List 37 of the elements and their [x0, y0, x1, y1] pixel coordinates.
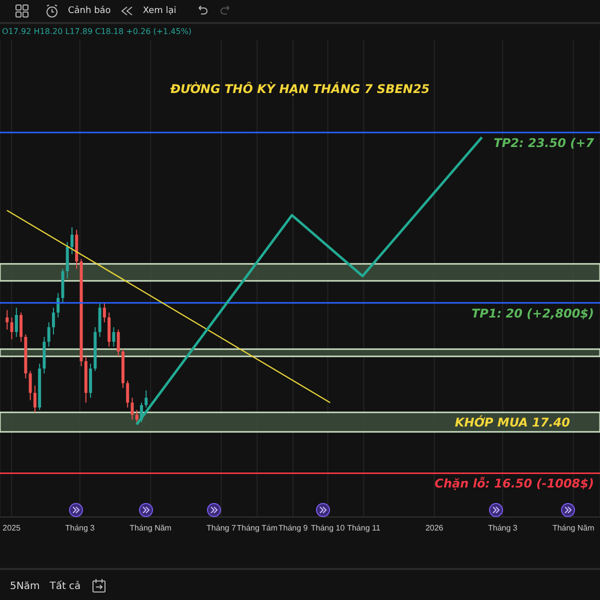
candlestick — [28, 370, 32, 401]
candlestick — [47, 322, 50, 348]
candlestick — [112, 326, 116, 348]
ref-line-label: TP2: 23.50 (+7 — [494, 136, 595, 150]
text: Tất cả — [50, 580, 81, 592]
text: Xem lại — [142, 6, 176, 16]
candlestick — [10, 316, 14, 340]
candlestick — [144, 390, 148, 408]
ref-line-label: Chặn lỗ: 16.50 (-1008$) — [434, 476, 594, 491]
text: ĐƯỜNG THÔ KỲ HẠN THÁNG 7 SBEN25 — [169, 82, 431, 96]
x-tick-label: Tháng Năm — [130, 524, 172, 533]
candlestick — [70, 226, 74, 255]
candlestick — [20, 312, 23, 342]
candlestick — [135, 409, 138, 426]
text: Cảnh báo — [68, 6, 111, 16]
x-tick-label: Tháng 10 — [310, 524, 346, 533]
candlestick — [14, 307, 18, 338]
text: 5Năm — [10, 580, 40, 592]
candlestick — [126, 380, 130, 408]
candlestick — [33, 385, 36, 413]
x-tick-label: Tháng Tám — [236, 524, 278, 533]
candlestick — [52, 307, 55, 335]
x-tick-label: Tháng 7 — [206, 524, 236, 533]
band-label: KHỚP MUA 17.40 — [454, 414, 570, 430]
x-tick-label: Tháng 3 — [488, 524, 518, 533]
ref-line-label: TP1: 20 (+2,800$) — [471, 306, 594, 320]
text: O17.92 H18.20 L17.89 C18.18 +0.26 (+1.45%) — [2, 27, 192, 36]
x-tick-label: Tháng Năm — [552, 524, 595, 533]
x-tick-label: Tháng 9 — [278, 524, 308, 533]
x-tick-label: Tháng 3 — [65, 524, 96, 533]
x-tick-label: 2026 — [425, 524, 444, 533]
candlestick — [116, 329, 120, 357]
candlestick — [6, 310, 9, 330]
candlestick — [102, 302, 106, 323]
candlestick — [130, 397, 134, 420]
x-tick-label: 2025 — [2, 524, 22, 533]
x-tick-label: Tháng 11 — [347, 524, 381, 533]
